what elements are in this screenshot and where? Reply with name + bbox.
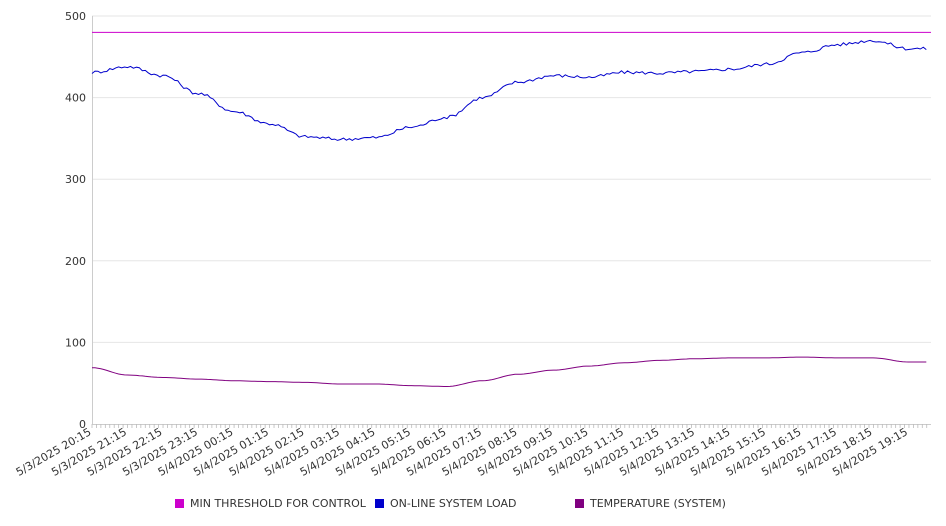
y-tick-label: 500 (65, 10, 86, 23)
legend-label-system-load: ON-LINE SYSTEM LOAD (390, 497, 517, 510)
axes (91, 16, 931, 428)
grid-lines (92, 15, 931, 343)
y-tick-label: 200 (65, 255, 86, 268)
legend-swatch-temperature (575, 499, 584, 508)
y-tick-label: 0 (79, 418, 86, 431)
y-tick-label: 100 (65, 336, 86, 349)
legend-item-system-load: ON-LINE SYSTEM LOAD (375, 497, 516, 510)
legend-label-temperature: TEMPERATURE (SYSTEM) (590, 497, 726, 510)
legend-item-threshold: MIN THRESHOLD FOR CONTROL (175, 497, 366, 510)
legend-swatch-system-load (375, 499, 384, 508)
y-tick-labels: 0 100 200 300 400 500 (65, 10, 86, 431)
y-tick-label: 400 (65, 92, 86, 105)
x-tick-labels: 5/3/2025 20:155/3/2025 21:155/3/2025 22:… (14, 425, 910, 479)
legend-item-temperature: TEMPERATURE (SYSTEM) (575, 497, 726, 510)
series-line-3 (91, 356, 927, 387)
legend-label-threshold: MIN THRESHOLD FOR CONTROL (190, 497, 366, 510)
series-lines (91, 31, 931, 387)
series-line-2 (91, 39, 927, 141)
y-tick-label: 300 (65, 173, 86, 186)
legend-swatch-threshold (175, 499, 184, 508)
legend: MIN THRESHOLD FOR CONTROL ON-LINE SYSTEM… (0, 497, 946, 517)
